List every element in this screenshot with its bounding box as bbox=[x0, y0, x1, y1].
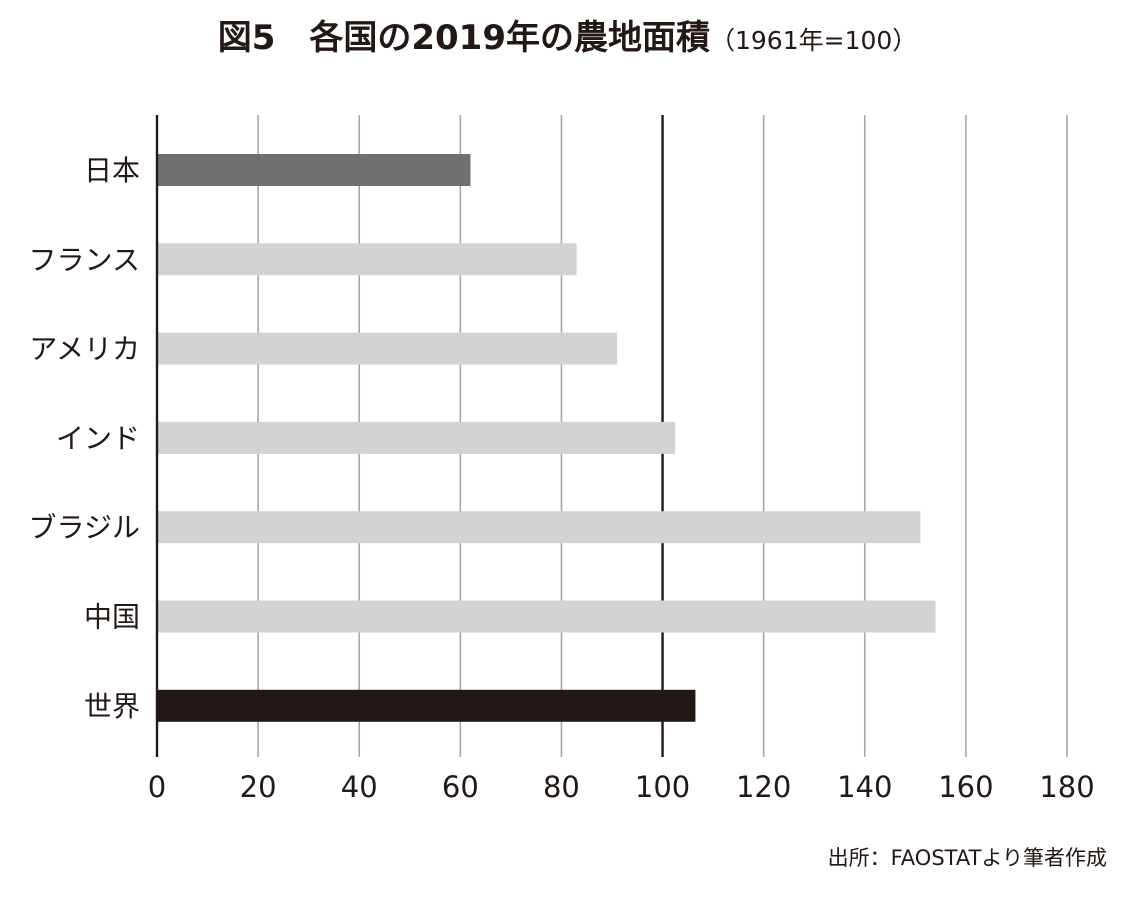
chart-title: 図5 各国の2019年の農地面積（1961年=100） bbox=[0, 10, 1135, 59]
x-tick-label-40: 40 bbox=[341, 770, 378, 804]
bar-0 bbox=[157, 154, 471, 186]
category-label-3: インド bbox=[56, 422, 140, 455]
category-label-4: ブラジル bbox=[29, 511, 140, 544]
bar-6 bbox=[157, 689, 696, 722]
x-tick-label-80: 80 bbox=[543, 770, 580, 804]
x-tick-label-180: 180 bbox=[1039, 770, 1094, 804]
category-label-6: 世界 bbox=[84, 690, 140, 723]
x-tick-label-120: 120 bbox=[736, 770, 791, 804]
x-tick-label-20: 20 bbox=[240, 770, 277, 804]
bar-3 bbox=[157, 421, 676, 454]
bar-4 bbox=[157, 511, 921, 544]
bar-2 bbox=[157, 332, 618, 365]
category-label-5: 中国 bbox=[84, 601, 140, 634]
x-tick-label-0: 0 bbox=[148, 770, 166, 804]
category-label-0: 日本 bbox=[84, 154, 140, 187]
chart-title-main: 図5 各国の2019年の農地面積 bbox=[217, 18, 710, 58]
chart-subtitle: （1961年=100） bbox=[710, 26, 918, 55]
bars bbox=[157, 154, 936, 722]
category-label-1: フランス bbox=[29, 243, 140, 276]
bar-5 bbox=[157, 600, 936, 633]
x-tick-label-60: 60 bbox=[442, 770, 479, 804]
source-note: 出所：FAOSTATより筆者作成 bbox=[827, 846, 1107, 870]
x-tick-label-160: 160 bbox=[938, 770, 993, 804]
x-tick-label-100: 100 bbox=[635, 770, 690, 804]
x-tick-label-140: 140 bbox=[837, 770, 892, 804]
bar-1 bbox=[157, 243, 577, 276]
category-label-2: アメリカ bbox=[29, 333, 140, 366]
tick-labels: 0 20 40 60 80 100 120 140 160 180 bbox=[148, 770, 1095, 804]
